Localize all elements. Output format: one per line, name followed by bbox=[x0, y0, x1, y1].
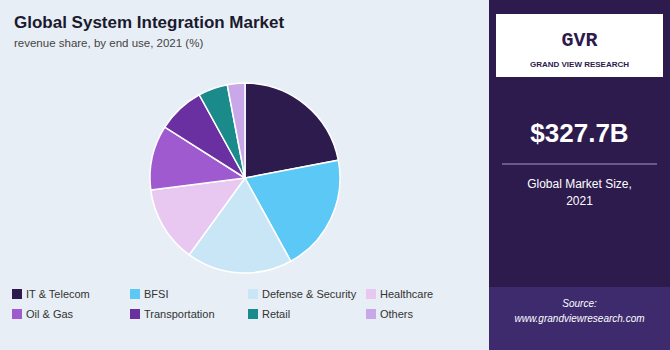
legend: IT & Telecom BFSI Defense & Security Health… bbox=[12, 288, 433, 320]
legend-label: Retail bbox=[262, 308, 290, 320]
logo-subtext: GRAND VIEW RESEARCH bbox=[530, 60, 629, 69]
legend-label: Others bbox=[380, 308, 414, 320]
text-line: 2021 bbox=[566, 194, 593, 208]
subtitle: revenue share, by end use, 2021 (%) bbox=[14, 37, 203, 49]
title: Global System Integration Market bbox=[14, 13, 285, 32]
logo-text: GVR bbox=[561, 29, 597, 52]
pie-slice bbox=[227, 83, 245, 178]
legend-label: Transportation bbox=[144, 308, 215, 320]
footer-box bbox=[489, 287, 670, 350]
legend-swatch bbox=[248, 289, 258, 299]
text-line: Source: bbox=[562, 298, 597, 309]
legend-swatch bbox=[130, 309, 140, 319]
legend-swatch bbox=[366, 309, 376, 319]
logo-box bbox=[496, 14, 663, 77]
legend-swatch bbox=[12, 309, 22, 319]
chart: Global System Integration Market revenue … bbox=[0, 0, 670, 350]
legend-swatch bbox=[130, 289, 140, 299]
source: Source: www.grandviewresearch.com bbox=[514, 298, 644, 324]
text-line: www.grandviewresearch.com bbox=[514, 313, 644, 324]
text-line: Global Market Size, bbox=[527, 177, 632, 191]
pie bbox=[150, 83, 340, 273]
legend-label: Defense & Security bbox=[262, 288, 357, 300]
side-panel bbox=[489, 0, 670, 350]
background bbox=[0, 0, 670, 350]
legend-label: Oil & Gas bbox=[26, 308, 74, 320]
divider bbox=[502, 163, 657, 165]
legend-label: IT & Telecom bbox=[26, 288, 90, 300]
legend-swatch bbox=[366, 289, 376, 299]
market-size: $327.7B bbox=[530, 118, 628, 148]
legend-swatch bbox=[12, 289, 22, 299]
pie-slice bbox=[151, 178, 245, 255]
legend-swatch bbox=[248, 309, 258, 319]
market-label: Global Market Size, 2021 bbox=[527, 177, 632, 208]
legend-label: BFSI bbox=[144, 288, 168, 300]
legend-label: Healthcare bbox=[380, 288, 433, 300]
